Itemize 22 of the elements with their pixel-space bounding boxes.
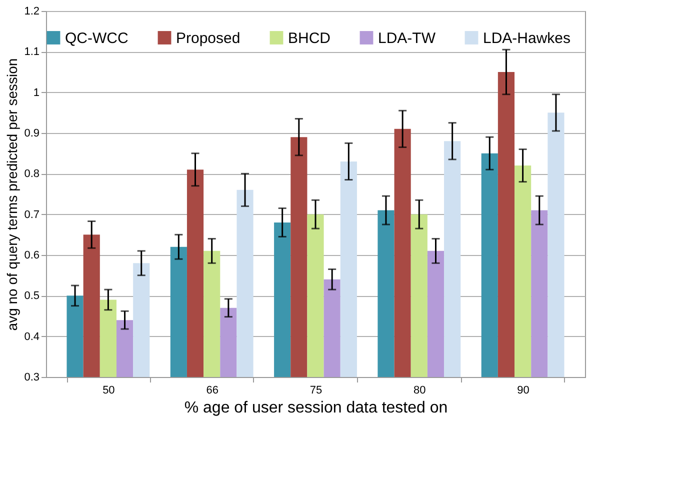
x-tick-label: 50	[102, 384, 115, 396]
y-tick-label: 0.8	[24, 168, 40, 180]
legend-label: BHCD	[288, 30, 331, 47]
y-tick-label: 0.3	[24, 372, 40, 384]
y-tick-label: 0.7	[24, 208, 40, 221]
y-axis-title: avg no of query terms predicted per session	[4, 58, 20, 331]
legend-label: QC-WCC	[65, 30, 128, 47]
y-tick-label: 0.4	[24, 330, 40, 343]
y-tick-label: 1.2	[24, 6, 40, 18]
x-tick-label: 80	[414, 384, 426, 396]
y-tick-label: 0.5	[24, 290, 40, 302]
x-axis-title: % age of user session data tested on	[184, 400, 448, 416]
y-tick-label: 0.9	[24, 128, 40, 140]
x-tick-label: 66	[206, 384, 218, 396]
legend-label: LDA-Hawkes	[483, 30, 571, 47]
legend-label: LDA-TW	[378, 30, 436, 47]
x-tick-label: 75	[310, 384, 322, 396]
legend-label: Proposed	[176, 30, 240, 47]
y-tick-label: 1.1	[24, 46, 40, 58]
x-tick-label: 90	[517, 384, 530, 396]
y-tick-label: 0.6	[24, 250, 40, 262]
y-tick-label: 1	[33, 86, 40, 99]
